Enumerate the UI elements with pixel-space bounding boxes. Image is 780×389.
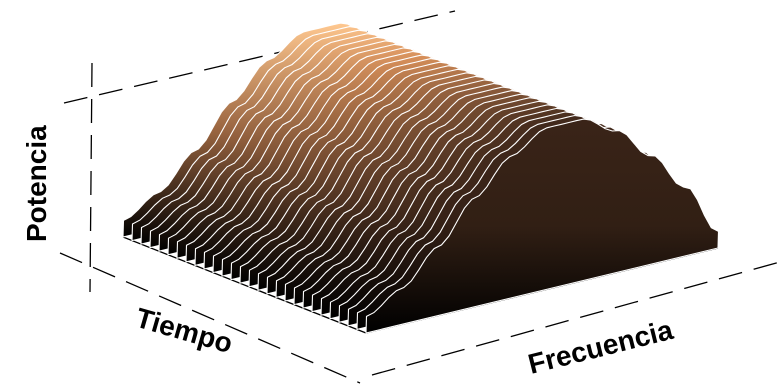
x-axis-label: Frecuencia	[525, 314, 676, 380]
surface-slices	[122, 22, 720, 334]
surface-slice	[365, 118, 720, 334]
top-axis-dashed	[63, 10, 456, 104]
y-axis-label: Tiempo	[132, 302, 236, 359]
z-axis-label: Potencia	[21, 125, 52, 242]
power-axis-dashed	[89, 62, 93, 293]
time-axis-dashed	[59, 252, 361, 384]
floor-left-edge	[122, 236, 367, 334]
